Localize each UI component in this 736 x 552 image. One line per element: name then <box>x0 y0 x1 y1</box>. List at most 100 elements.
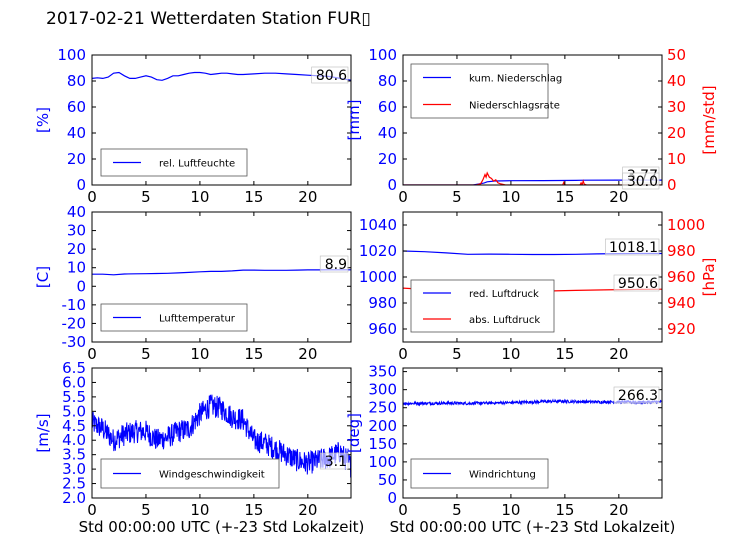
y-tick-label: 40 <box>67 124 86 142</box>
last-value-box <box>319 255 349 273</box>
y-tick-label: -30 <box>62 333 87 351</box>
y-tick-label: 250 <box>368 399 397 417</box>
y-tick-label: 4.5 <box>62 417 86 435</box>
y-tick-label: 350 <box>368 363 397 381</box>
y-tick-label-right: 20 <box>667 124 686 142</box>
y-tick-label: 1020 <box>359 242 397 260</box>
y-tick-label-right: 10 <box>667 150 686 168</box>
last-value-box <box>613 274 660 292</box>
x-tick-label: 10 <box>501 501 520 519</box>
x-tick-label: 20 <box>298 345 317 363</box>
panel-precipitation: 0 5 10 15 20 0 20 40 60 80 100 0 10 20 30 40 50 [mm] [mm/s… <box>345 46 718 206</box>
x-tick-label: 20 <box>298 501 317 519</box>
y-tick-label: 60 <box>67 98 86 116</box>
series-line-precipitation-1 <box>403 171 662 185</box>
legend-precipitation: kum. Niederschlag Niederschlagsrate <box>410 63 562 119</box>
x-tick-label: 10 <box>501 345 520 363</box>
legend-humidity: rel. Luftfeuchte <box>100 148 248 177</box>
y-axis-label: [%] <box>34 107 52 133</box>
y-tick-label: 40 <box>378 124 397 142</box>
x-tick-label: 15 <box>244 345 263 363</box>
legend-pressure: red. Luftdruck abs. Luftdruck <box>410 279 555 333</box>
x-tick-label: 5 <box>141 188 151 206</box>
legend-entry: kum. Niederschlag <box>469 74 562 85</box>
y-tick-label: 4.0 <box>62 431 86 449</box>
y-tick-label: 100 <box>368 453 397 471</box>
x-tick-label: 20 <box>609 501 628 519</box>
x-tick-label: 15 <box>555 188 574 206</box>
y-axis-label: [mm] <box>345 100 363 141</box>
y-tick-label: 20 <box>67 150 86 168</box>
last-value-box <box>311 66 349 84</box>
x-tick-label: 5 <box>452 188 462 206</box>
last-value-label: 950.6 <box>618 276 658 292</box>
last-value-label: 266.3 <box>618 388 658 404</box>
y-tick-label: 960 <box>368 320 397 338</box>
y-tick-label: 30 <box>67 222 86 240</box>
legend-box <box>100 148 248 177</box>
x-axis-label: Std 00:00:00 UTC (+-23 Std Lokalzeit) <box>390 518 676 536</box>
figure-title: 2017-02-21 Wetterdaten Station FUR▯ <box>46 9 371 29</box>
plot-frame-precipitation <box>402 54 663 186</box>
y-tick-label: 3.5 <box>62 446 86 464</box>
y-tick-label-right: 960 <box>667 268 696 286</box>
x-tick-label: 15 <box>244 188 263 206</box>
x-tick-label: 15 <box>555 501 574 519</box>
y-tick-label: 5.0 <box>62 402 86 420</box>
y-tick-label-right: 920 <box>667 320 696 338</box>
y-tick-label-right: 1000 <box>667 216 705 234</box>
y-tick-label-right: 50 <box>667 46 686 64</box>
y-tick-label: 80 <box>378 72 397 90</box>
y-axis-label-right: [mm/std] <box>700 85 718 154</box>
x-tick-label: 0 <box>398 501 408 519</box>
x-tick-label: 10 <box>501 188 520 206</box>
y-axis-label: [m/s] <box>34 413 52 452</box>
y-tick-label: 10 <box>67 259 86 277</box>
y-tick-label: 0 <box>387 176 397 194</box>
y-tick-label: 50 <box>378 471 397 489</box>
y-axis-label: [C] <box>34 266 52 288</box>
panel-humidity: 0 5 10 15 20 0 20 40 60 80 100 [%] rel. Luftfeuchte 8… <box>34 46 352 206</box>
legend-entry: Niederschlagsrate <box>469 101 560 112</box>
plot-frame-wind_direction <box>402 367 663 499</box>
last-value-label: 1018.1 <box>609 240 658 256</box>
legend-box <box>410 279 555 333</box>
y-tick-label: 2.5 <box>62 475 86 493</box>
x-tick-label: 20 <box>298 188 317 206</box>
x-tick-label: 5 <box>141 345 151 363</box>
x-tick-label: 0 <box>87 188 97 206</box>
last-value-box <box>319 452 349 470</box>
panel-pressure: 0 5 10 15 20 960 980 1000 1020 1040 920 940 960 980 10… <box>359 211 718 363</box>
x-tick-label: 20 <box>609 188 628 206</box>
last-value-label: 30.0 <box>627 174 658 190</box>
series-line-wind_speed-0 <box>92 394 351 478</box>
y-tick-label: 0 <box>387 489 397 507</box>
last-value-label: 80.6 <box>316 68 347 84</box>
x-tick-label: 15 <box>244 501 263 519</box>
y-tick-label: -20 <box>62 314 87 332</box>
y-axis-label: [deg] <box>345 413 363 453</box>
y-tick-label: 20 <box>67 240 86 258</box>
legend-box <box>410 63 549 119</box>
y-tick-label-right: 40 <box>667 72 686 90</box>
x-tick-label: 0 <box>87 501 97 519</box>
x-axis-label: Std 00:00:00 UTC (+-23 Std Lokalzeit) <box>79 518 365 536</box>
y-tick-label: 6.5 <box>62 359 86 377</box>
y-tick-label-right: 980 <box>667 242 696 260</box>
legend-temperature: Lufttemperatur <box>100 303 248 332</box>
y-tick-label: 200 <box>368 417 397 435</box>
x-tick-label: 5 <box>452 501 462 519</box>
x-tick-label: 15 <box>555 345 574 363</box>
legend-entry: Windrichtung <box>469 470 536 481</box>
y-tick-label: 150 <box>368 435 397 453</box>
plot-frame-humidity <box>91 54 352 186</box>
legend-entry: rel. Luftfeuchte <box>159 159 235 170</box>
x-tick-label: 0 <box>398 188 408 206</box>
y-tick-label: 1000 <box>359 268 397 286</box>
y-tick-label: 0 <box>76 277 86 295</box>
y-axis-label-right: [hPa] <box>700 258 718 297</box>
x-tick-label: 5 <box>452 345 462 363</box>
y-tick-label: 6.0 <box>62 373 86 391</box>
